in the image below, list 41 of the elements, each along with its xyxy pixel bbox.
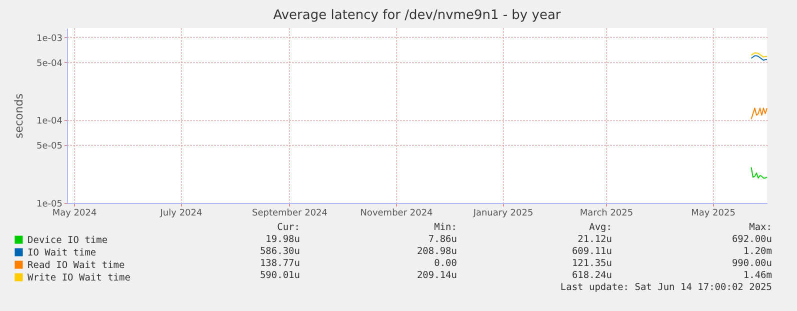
text: 208.98u	[416, 246, 457, 257]
y-tick-label: 1e-04	[36, 116, 63, 127]
text: 586.30u	[260, 246, 300, 257]
text: 990.00u	[732, 258, 772, 269]
text: Min:	[434, 222, 457, 233]
text: 138.77u	[260, 258, 300, 269]
legend-label: Write IO Wait time	[28, 272, 131, 284]
x-tick-label: March 2025	[580, 208, 634, 218]
text: 7.86u	[428, 234, 457, 245]
text: 0.00	[434, 258, 457, 269]
y-axis-title: seconds	[12, 93, 26, 138]
y-tick-label: 5e-04	[36, 58, 63, 69]
x-tick-label: May 2024	[52, 208, 97, 218]
text: 121.35u	[572, 258, 612, 269]
text: 209.14u	[416, 270, 457, 281]
legend-label: Device IO time	[28, 234, 108, 246]
y-tick-label: 1e-03	[36, 34, 62, 44]
text: Last update: Sat Jun 14 17:00:02 2025	[560, 282, 772, 293]
x-tick-label: January 2025	[472, 208, 534, 218]
x-tick-label: November 2024	[360, 208, 434, 218]
text: 590.01u	[260, 270, 300, 281]
x-tick-label: July 2024	[159, 208, 202, 218]
y-tick-label: 1e-05	[36, 200, 62, 210]
chart-title: Average latency for /dev/nvme9n1 - by year	[273, 8, 562, 23]
text: 618.24u	[572, 270, 612, 281]
x-tick-label: May 2025	[691, 208, 736, 218]
text: 21.12u	[578, 234, 612, 245]
legend-label: Read IO Wait time	[28, 260, 126, 271]
text: Avg:	[589, 222, 612, 233]
text: 19.98u	[266, 234, 300, 245]
text: 1.46m	[743, 270, 772, 281]
text: 692.00u	[732, 234, 772, 245]
text: Max:	[749, 222, 772, 233]
y-tick-label: 5e-05	[36, 142, 62, 152]
line-series	[750, 108, 768, 120]
legend-label: IO Wait time	[28, 247, 96, 258]
text: Cur:	[277, 222, 300, 233]
text: 609.11u	[572, 246, 612, 257]
line-series	[750, 166, 768, 179]
text: 1.20m	[743, 246, 772, 257]
x-tick-label: September 2024	[252, 208, 328, 218]
